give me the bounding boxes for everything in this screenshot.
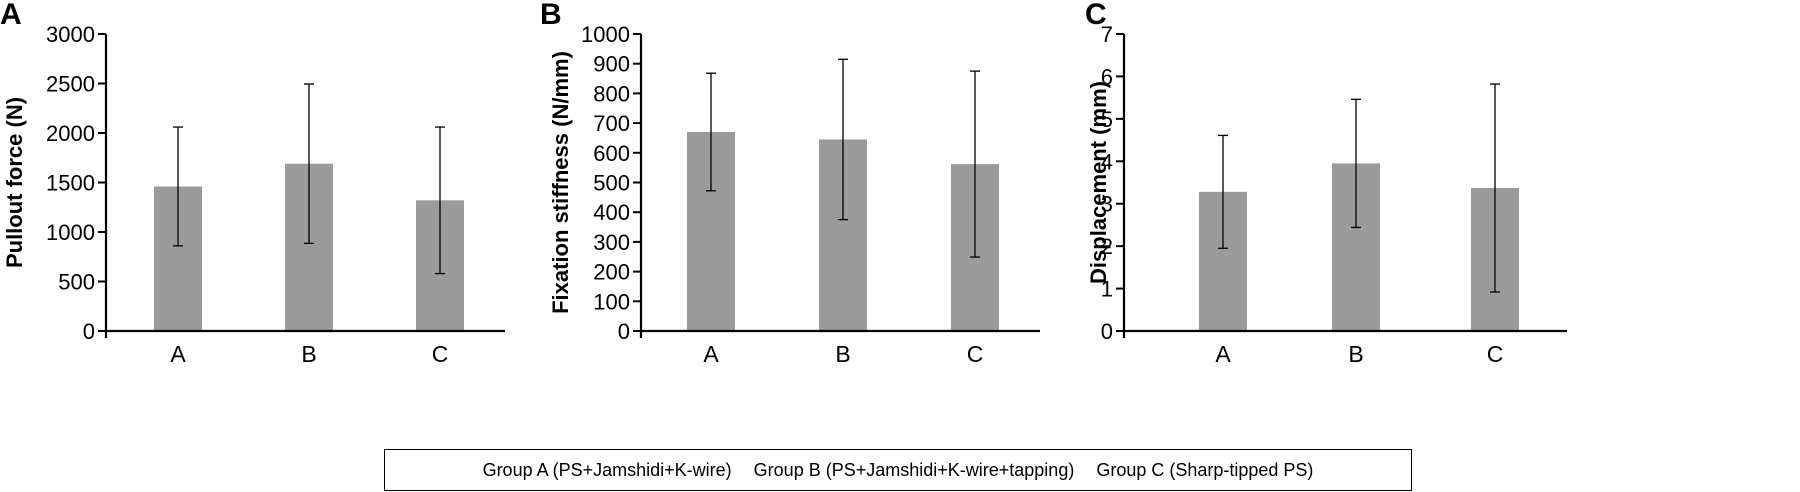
y-tick-label: 1 <box>1101 277 1113 302</box>
y-axis-title: Displacement (mm) <box>1086 81 1111 284</box>
y-axis-title: Pullout force (N) <box>2 97 27 268</box>
y-tick-label: 300 <box>593 230 630 255</box>
x-tick-label-b: B <box>301 341 316 367</box>
x-tick-label-c: C <box>967 341 984 367</box>
x-tick-label-a: A <box>170 341 186 367</box>
legend-box: Group A (PS+Jamshidi+K-wire) Group B (PS… <box>384 449 1412 491</box>
y-tick-label: 400 <box>593 200 630 225</box>
y-tick-label: 3000 <box>46 22 95 47</box>
y-tick-label: 2000 <box>46 121 95 146</box>
y-tick-label: 600 <box>593 141 630 166</box>
y-tick-label: 100 <box>593 289 630 314</box>
x-tick-label-b: B <box>835 341 850 367</box>
y-tick-label: 700 <box>593 111 630 136</box>
x-tick-label-b: B <box>1348 341 1363 367</box>
y-tick-label: 500 <box>593 171 630 196</box>
y-tick-label: 200 <box>593 260 630 285</box>
legend-entry-group-a: Group A (PS+Jamshidi+K-wire) <box>482 459 732 480</box>
panel-label-b: B <box>540 0 562 31</box>
x-tick-label-c: C <box>432 341 449 367</box>
y-tick-label: 500 <box>58 270 95 295</box>
y-tick-label: 900 <box>593 52 630 77</box>
y-axis-title: Fixation stiffness (N/mm) <box>548 51 573 314</box>
y-tick-label: 4 <box>1101 149 1113 174</box>
y-tick-label: 1500 <box>46 171 95 196</box>
x-tick-label-c: C <box>1487 341 1504 367</box>
y-tick-label: 7 <box>1101 22 1113 47</box>
legend-entry-group-b: Group B (PS+Jamshidi+K-wire+tapping) <box>753 459 1075 480</box>
y-tick-label: 0 <box>618 319 630 344</box>
y-tick-label: 2500 <box>46 72 95 97</box>
legend-entry-group-c: Group C (Sharp-tipped PS) <box>1096 459 1314 480</box>
y-tick-label: 0 <box>1101 319 1113 344</box>
y-tick-label: 3 <box>1101 192 1113 217</box>
panel-label-a: A <box>0 0 22 31</box>
y-tick-label: 5 <box>1101 107 1113 132</box>
y-tick-label: 0 <box>83 319 95 344</box>
y-tick-label: 1000 <box>581 22 630 47</box>
x-tick-label-a: A <box>703 341 719 367</box>
x-tick-label-a: A <box>1215 341 1231 367</box>
panel-label-c: C <box>1085 0 1107 31</box>
y-tick-label: 2 <box>1101 234 1113 259</box>
y-tick-label: 6 <box>1101 64 1113 89</box>
y-tick-label: 800 <box>593 81 630 106</box>
y-tick-label: 1000 <box>46 220 95 245</box>
